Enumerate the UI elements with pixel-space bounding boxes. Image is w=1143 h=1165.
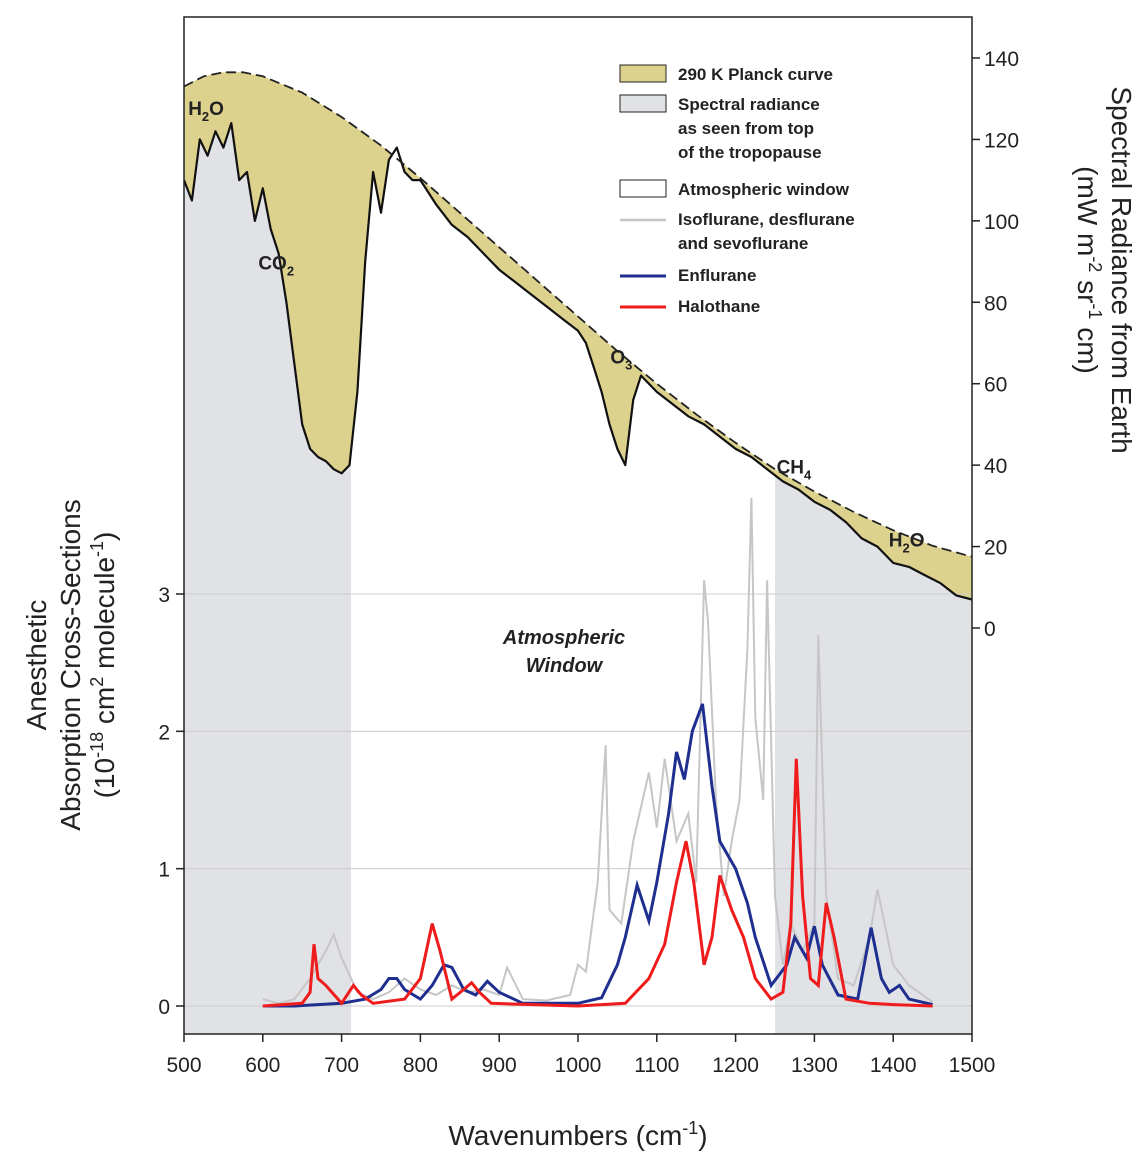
left-tick-label: 2 <box>158 721 170 744</box>
x-tick-label: 1100 <box>634 1054 679 1077</box>
legend-label-spectral-line2: as seen from top <box>678 119 814 138</box>
planck-curve-line <box>184 71 972 558</box>
left-tick-label: 0 <box>158 996 170 1019</box>
right-tick-label: 60 <box>984 374 1007 397</box>
right-tick-label: 120 <box>984 129 1019 152</box>
molecule-labels: H2O CO2 O3 CH4 H2O <box>188 99 924 556</box>
axis-ticks: 500 600 700 800 900 1000 1100 1200 1300 1400 15000… <box>158 48 1019 1077</box>
right-axis-title: Spectral Radiance from Earth (mW m-2 sr-… <box>1072 86 1137 453</box>
molecule-label: H2O <box>889 531 925 556</box>
legend-label-iso-line2: and sevoflurane <box>678 234 808 253</box>
x-tick-label: 1500 <box>949 1054 996 1077</box>
window-label-line1: Atmospheric <box>502 627 625 649</box>
legend-label-planck: 290 K Planck curve <box>678 65 833 84</box>
left-tick-label: 3 <box>158 584 170 607</box>
legend-label-window: Atmospheric window <box>678 180 850 199</box>
right-tick-label: 20 <box>984 537 1007 560</box>
right-tick-label: 100 <box>984 211 1019 234</box>
legend: 290 K Planck curve Spectral radiance as … <box>619 64 855 316</box>
x-tick-label: 800 <box>403 1054 438 1077</box>
right-tick-label: 0 <box>984 618 996 641</box>
plot-area <box>184 71 972 1034</box>
legend-label-spectral-line3: of the tropopause <box>678 143 822 162</box>
x-tick-label: 1400 <box>870 1054 917 1077</box>
legend-label-spectral-line1: Spectral radiance <box>678 95 820 114</box>
right-axis-title-line1: Spectral Radiance from Earth <box>1106 86 1137 453</box>
x-tick-label: 1200 <box>712 1054 759 1077</box>
right-axis-title-line2: (mW m-2 sr-1 cm) <box>1072 166 1105 374</box>
right-tick-label: 80 <box>984 292 1007 315</box>
legend-label-enflurane: Enflurane <box>678 266 756 285</box>
molecule-label: H2O <box>188 99 224 124</box>
x-tick-label: 1300 <box>791 1054 838 1077</box>
legend-label-iso-line1: Isoflurane, desflurane <box>678 210 855 229</box>
left-tick-label: 1 <box>158 859 170 882</box>
x-tick-label: 500 <box>166 1054 201 1077</box>
right-tick-label: 140 <box>984 48 1019 71</box>
left-axis-title: Anesthetic Absorption Cross-Sections (10… <box>21 499 120 830</box>
right-tick-label: 40 <box>984 455 1007 478</box>
molecule-label: CO2 <box>258 254 294 279</box>
molecule-label: O3 <box>610 347 632 372</box>
legend-swatch-planck <box>619 64 667 83</box>
halothane-line <box>262 758 933 1008</box>
x-tick-label: 1000 <box>555 1054 602 1077</box>
spectral-radiance-line <box>184 121 972 601</box>
legend-swatch-spectral <box>619 94 667 113</box>
legend-label-halothane: Halothane <box>678 297 760 316</box>
x-tick-label: 700 <box>324 1054 359 1077</box>
left-axis-title-line2: Absorption Cross-Sections <box>55 499 86 830</box>
left-axis-title-line3: (10-18 cm2 molecule-1) <box>87 532 120 799</box>
enflurane-line <box>262 703 933 1008</box>
x-axis-title: Wavenumbers (cm-1) <box>448 1118 707 1151</box>
x-tick-label: 600 <box>245 1054 280 1077</box>
x-tick-label: 900 <box>482 1054 517 1077</box>
window-label-line2: Window <box>526 655 604 677</box>
left-axis-title-line1: Anesthetic <box>21 600 52 731</box>
legend-swatch-window <box>619 179 667 198</box>
molecule-label: CH4 <box>777 457 812 482</box>
